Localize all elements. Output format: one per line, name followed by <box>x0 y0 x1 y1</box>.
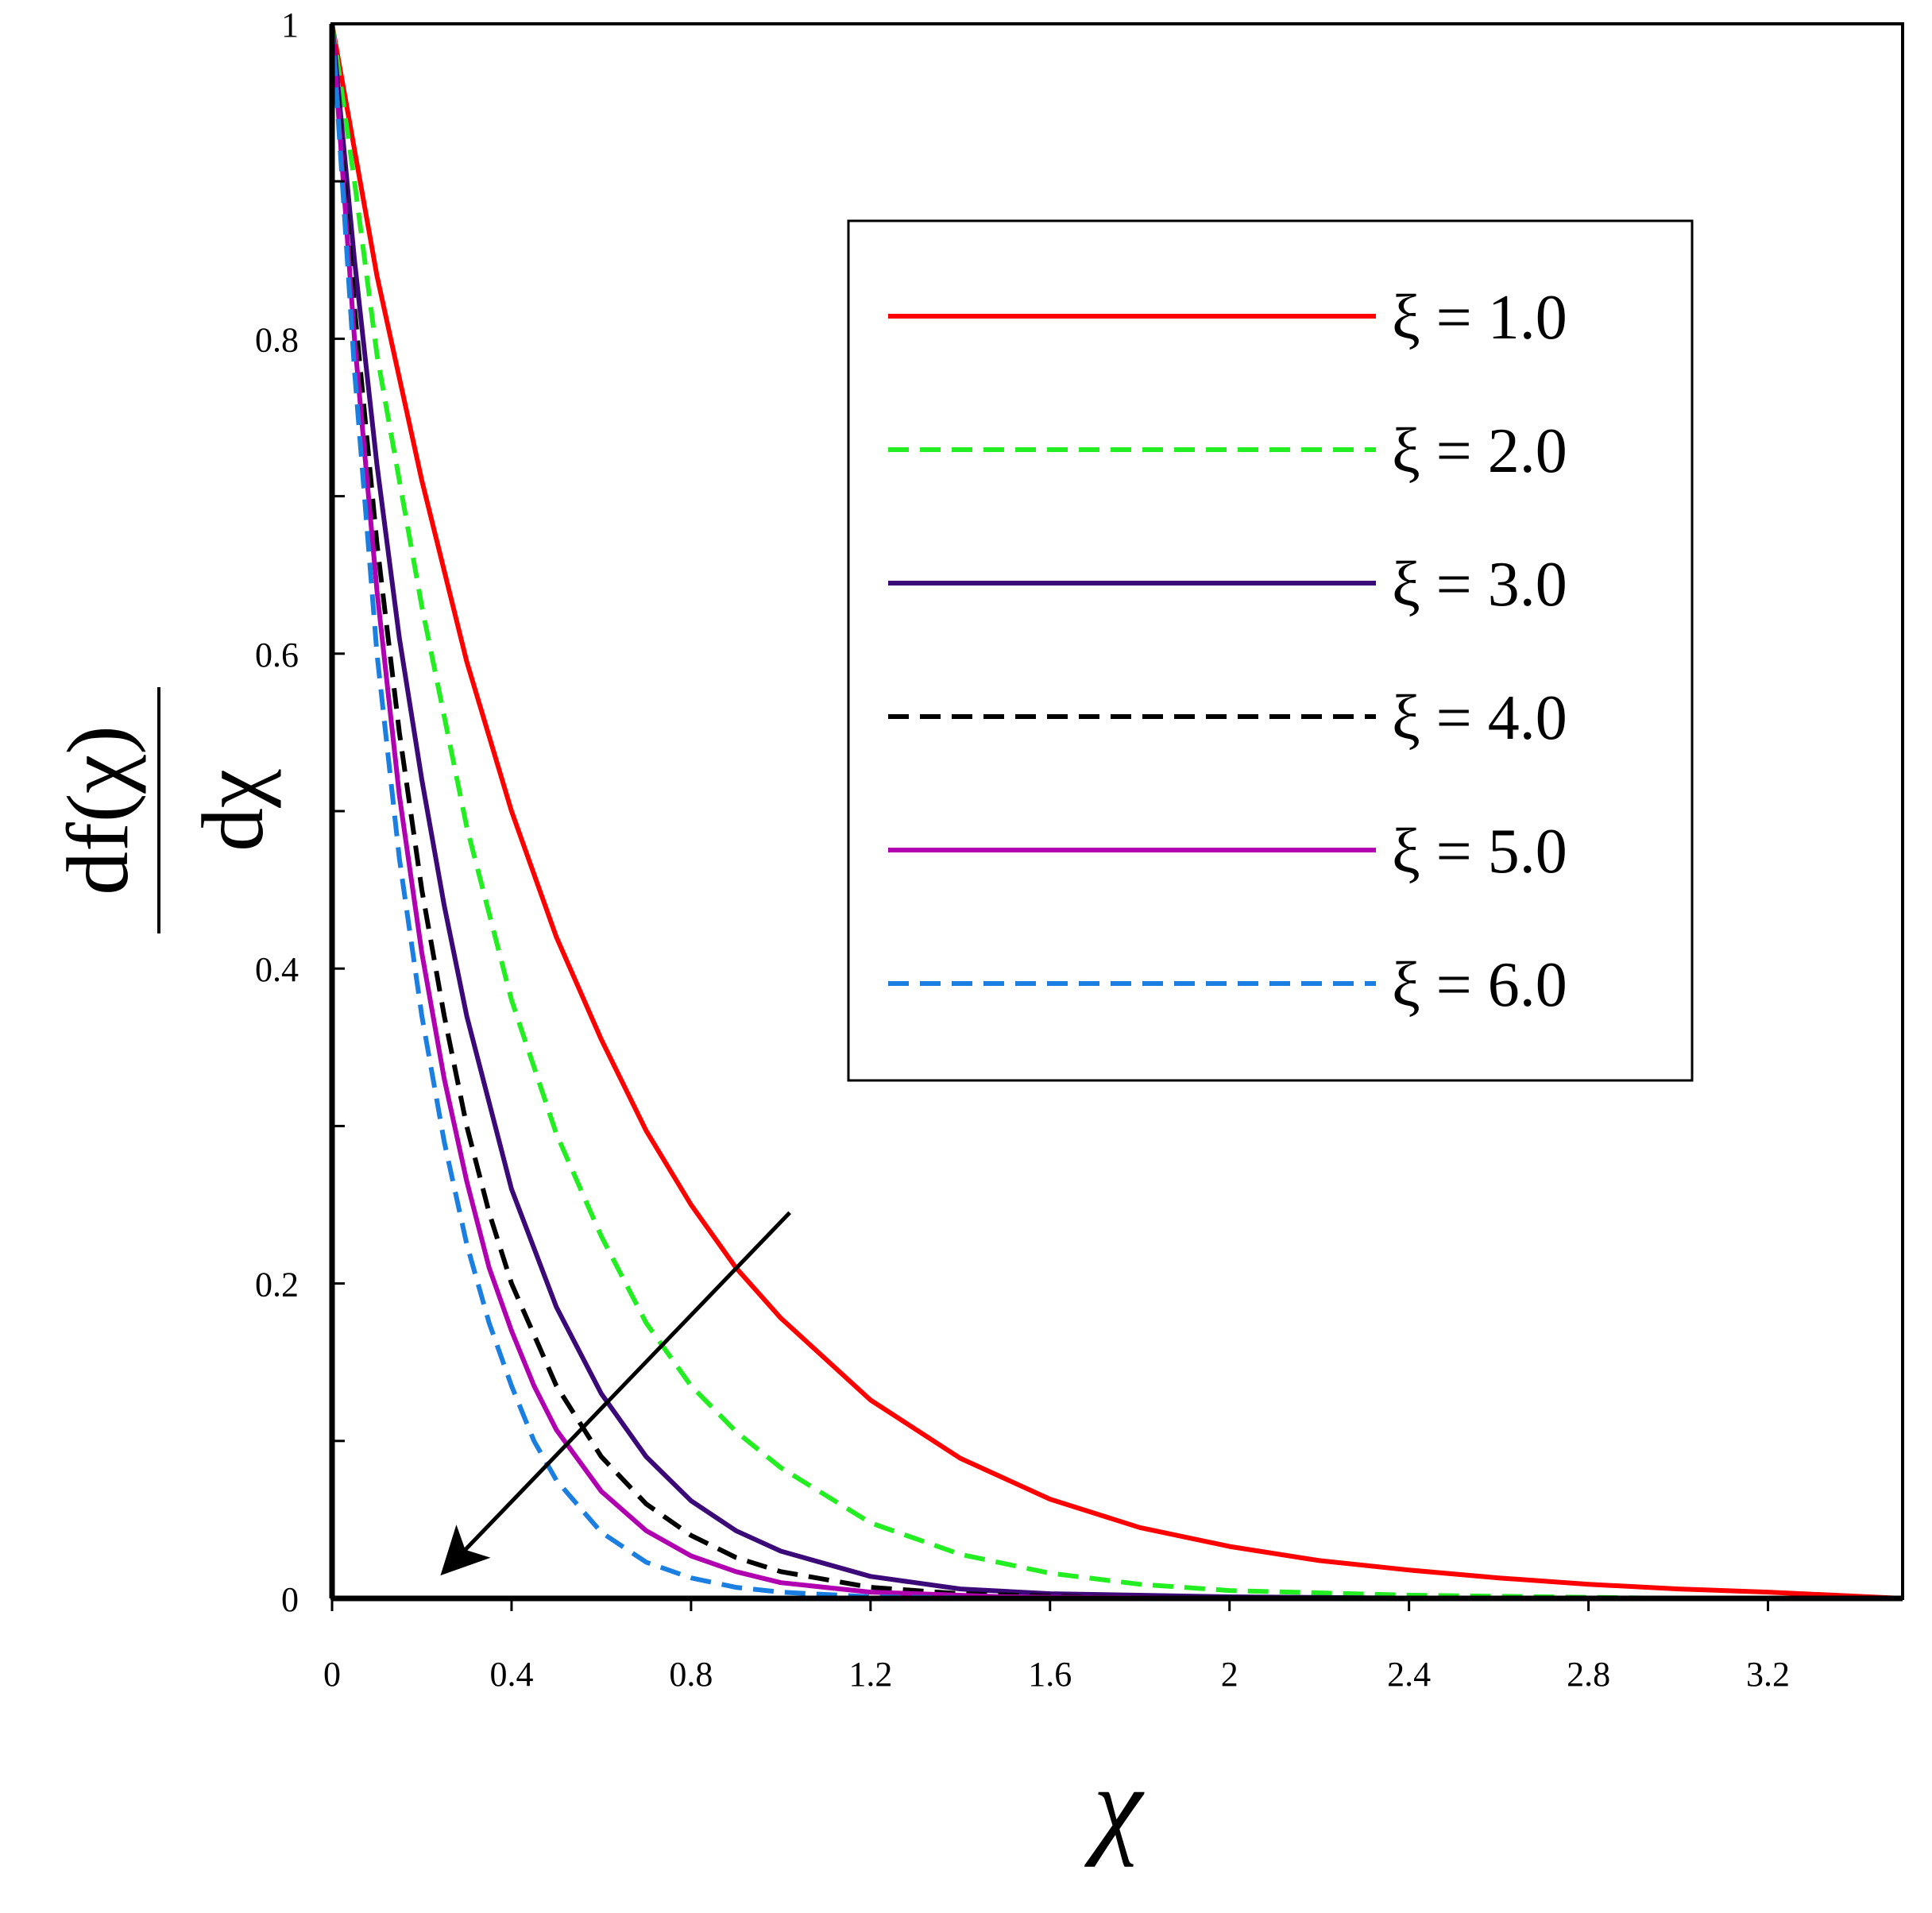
x-tick-label: 0.4 <box>489 1655 533 1694</box>
x-tick-label: 3.2 <box>1746 1655 1790 1694</box>
x-tick-label: 2.4 <box>1387 1655 1431 1694</box>
legend-label-2: ξ = 2.0 <box>1392 416 1567 486</box>
series-line-5 <box>330 23 1903 1601</box>
trend-arrow <box>440 1211 791 1576</box>
y-axis-title-numerator: df(χ) <box>49 725 146 895</box>
y-tick-label: 1 <box>281 6 299 44</box>
y-axis-title-denominator: dχ <box>184 769 281 852</box>
y-tick-label: 0.8 <box>255 320 299 359</box>
x-tick-label: 2.8 <box>1567 1655 1610 1694</box>
series-line-2 <box>330 23 1903 1601</box>
y-axis-title: df(χ) dχ <box>49 687 281 933</box>
series-line-3 <box>330 23 1903 1601</box>
legend-label-1: ξ = 1.0 <box>1392 283 1567 353</box>
legend: ξ = 1.0 ξ = 2.0 ξ = 3.0 ξ = 4.0 ξ = 5.0 ξ = 6… <box>847 219 1694 1082</box>
legend-label-5: ξ = 5.0 <box>1392 817 1567 887</box>
y-axis-ticks: 0 0.2 0.4 0.6 0.8 1 <box>255 6 345 1619</box>
annotation-layer <box>440 1211 791 1576</box>
x-axis-title: χ <box>1084 1745 1145 1868</box>
x-axis-ticks: 0 0.4 0.8 1.2 1.6 2 2.4 2.8 3.2 <box>323 1598 1790 1694</box>
x-tick-label: 2 <box>1221 1655 1238 1694</box>
series-line-1 <box>330 23 1903 1601</box>
legend-box <box>847 219 1694 1082</box>
x-tick-label: 1.6 <box>1028 1655 1072 1694</box>
legend-label-3: ξ = 3.0 <box>1392 550 1567 620</box>
x-tick-label: 0 <box>323 1655 341 1694</box>
legend-label-4: ξ = 4.0 <box>1392 683 1567 753</box>
y-tick-label: 0.6 <box>255 636 299 674</box>
x-tick-label: 0.8 <box>669 1655 713 1694</box>
y-tick-label: 0 <box>281 1580 299 1619</box>
y-tick-label: 0.4 <box>255 950 299 989</box>
legend-label-6: ξ = 6.0 <box>1392 950 1567 1020</box>
y-tick-label: 0.2 <box>255 1266 299 1304</box>
x-tick-label: 1.2 <box>848 1655 892 1694</box>
